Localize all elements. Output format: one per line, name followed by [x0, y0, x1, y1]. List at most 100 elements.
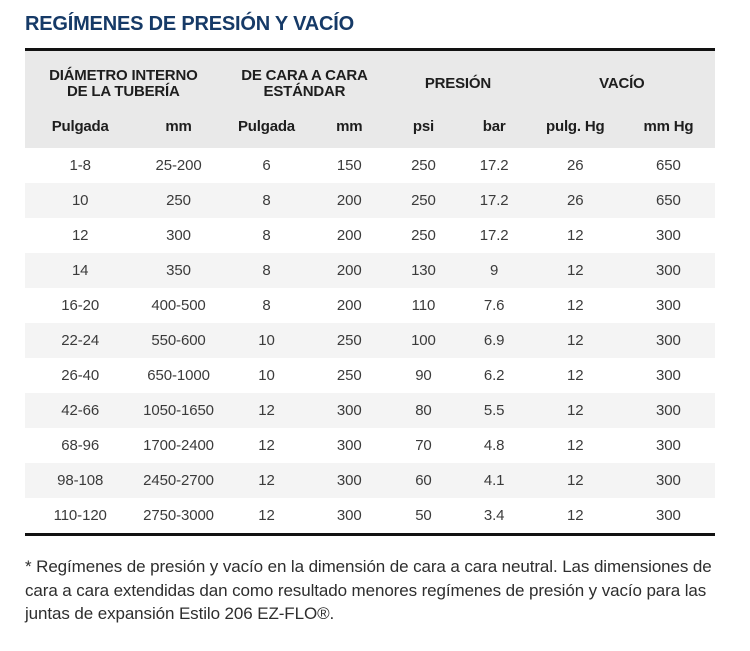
table-cell: 25-200 — [155, 157, 202, 174]
table-cell: 22-24 — [61, 332, 100, 349]
table-cell: 12 — [258, 507, 275, 524]
table-row: 42-66 1050-1650 12 300 80 5.5 12 300 — [25, 393, 715, 428]
table-cell: 200 — [336, 262, 362, 279]
table-cell: 150 — [336, 157, 362, 174]
table-cell: 110 — [411, 297, 436, 314]
table-cell: 7.6 — [483, 297, 505, 314]
table-cell: 6 — [262, 157, 271, 174]
table-cell: 300 — [656, 332, 681, 349]
table-cell: 300 — [336, 472, 362, 489]
table-cell: 12 — [566, 367, 584, 384]
table-cell: 12 — [258, 472, 275, 489]
table-cell: 8 — [262, 262, 271, 279]
table-cell: 70 — [415, 437, 432, 454]
table-cell: 2450-2700 — [143, 472, 214, 489]
table-row: 110-120 2750-3000 12 300 50 3.4 12 300 — [25, 498, 715, 535]
table-row: 68-96 1700-2400 12 300 70 4.8 12 300 — [25, 428, 715, 463]
table-cell: 300 — [336, 507, 362, 524]
group-header-line: DE CARA A CARA — [241, 67, 368, 84]
table-cell: 300 — [656, 227, 681, 244]
group-header-pipe-diameter: DIÁMETRO INTERNO DE LA TUBERÍA — [25, 49, 222, 100]
table-cell: 12 — [566, 507, 584, 524]
table-cell: 50 — [415, 507, 432, 524]
table-cell: 650-1000 — [147, 367, 210, 384]
group-header-vacuum: VACÍO — [528, 49, 715, 100]
group-header-row: DIÁMETRO INTERNO DE LA TUBERÍA DE CARA A… — [25, 49, 715, 100]
table-cell: 12 — [566, 472, 584, 489]
group-header-face-to-face: DE CARA A CARA ESTÁNDAR — [221, 49, 388, 100]
table-cell: 4.1 — [483, 472, 505, 489]
table-cell: 12 — [566, 332, 584, 349]
table-cell: 60 — [415, 472, 432, 489]
table-row: 26-40 650-1000 10 250 90 6.2 12 300 — [25, 358, 715, 393]
table-cell: 14 — [71, 262, 89, 279]
table-cell: 4.8 — [483, 437, 505, 454]
table-cell: 200 — [336, 192, 362, 209]
table-cell: 250 — [336, 367, 362, 384]
table-row: 14 350 8 200 130 9 12 300 — [25, 253, 715, 288]
group-header-line: DE LA TUBERÍA — [66, 83, 180, 100]
table-header: DIÁMETRO INTERNO DE LA TUBERÍA DE CARA A… — [25, 49, 715, 148]
table-cell: 8 — [262, 192, 271, 209]
catalog-page: REGÍMENES DE PRESIÓN Y VACÍO DIÁMETRO IN… — [25, 13, 715, 623]
table-cell: 17.2 — [479, 192, 509, 209]
table-cell: 250 — [411, 157, 436, 174]
table-row: 12 300 8 200 250 17.2 12 300 — [25, 218, 715, 253]
group-header-line: ESTÁNDAR — [263, 83, 346, 100]
table-cell: 300 — [166, 227, 191, 244]
subheader-mm-hg: mm Hg — [621, 100, 715, 148]
group-header-line: PRESIÓN — [424, 75, 491, 92]
table-cell: 10 — [258, 367, 275, 384]
subheader-pulgada-1: Pulgada — [25, 100, 136, 148]
table-row: 16-20 400-500 8 200 110 7.6 12 300 — [25, 288, 715, 323]
table-row: 22-24 550-600 10 250 100 6.9 12 300 — [25, 323, 715, 358]
table-cell: 12 — [566, 262, 584, 279]
table-cell: 550-600 — [151, 332, 206, 349]
table-cell: 10 — [258, 332, 275, 349]
table-cell: 17.2 — [479, 227, 509, 244]
table-cell: 6.2 — [483, 367, 505, 384]
page-title: REGÍMENES DE PRESIÓN Y VACÍO — [25, 13, 354, 35]
table-cell: 26-40 — [61, 367, 100, 384]
table-cell: 300 — [656, 437, 681, 454]
table-body: 1-8 25-200 6 150 250 17.2 26 650 10 250 8 200 250 17.… — [25, 148, 715, 535]
table-cell: 5.5 — [483, 402, 505, 419]
table-cell: 100 — [411, 332, 436, 349]
table-cell: 16-20 — [61, 297, 100, 314]
table-cell: 300 — [656, 297, 681, 314]
group-header-pressure: PRESIÓN — [387, 49, 529, 100]
table-cell: 12 — [566, 402, 584, 419]
subheader-mm-1: mm — [135, 100, 222, 148]
table-cell: 400-500 — [151, 297, 206, 314]
table-cell: 200 — [336, 227, 362, 244]
table-cell: 8 — [262, 297, 271, 314]
table-row: 10 250 8 200 250 17.2 26 650 — [25, 183, 715, 218]
table-row: 1-8 25-200 6 150 250 17.2 26 650 — [25, 148, 715, 183]
table-cell: 17.2 — [479, 157, 509, 174]
table-cell: 8 — [262, 227, 271, 244]
group-header-line: VACÍO — [599, 75, 645, 92]
sub-header-row: Pulgada mm Pulgada mm psi bar pulg. Hg m… — [25, 100, 715, 148]
table-cell: 300 — [656, 507, 681, 524]
table-cell: 12 — [71, 227, 89, 244]
subheader-mm-2: mm — [311, 100, 388, 148]
table-cell: 2750-3000 — [143, 507, 214, 524]
table-cell: 12 — [258, 437, 275, 454]
table-cell: 12 — [566, 437, 584, 454]
table-cell: 98-108 — [57, 472, 104, 489]
table-cell: 9 — [490, 262, 499, 279]
table-cell: 250 — [166, 192, 191, 209]
table-cell: 10 — [71, 192, 89, 209]
table-cell: 26 — [566, 157, 584, 174]
table-cell: 300 — [656, 472, 681, 489]
table-cell: 42-66 — [61, 402, 100, 419]
table-cell: 90 — [415, 367, 432, 384]
subheader-psi: psi — [387, 100, 460, 148]
table-cell: 300 — [656, 262, 681, 279]
table-cell: 250 — [411, 227, 436, 244]
table-cell: 300 — [336, 402, 362, 419]
pressure-vacuum-table: DIÁMETRO INTERNO DE LA TUBERÍA DE CARA A… — [25, 48, 715, 536]
table-cell: 110-120 — [53, 507, 107, 524]
subheader-pulgada-2: Pulgada — [221, 100, 312, 148]
table-cell: 3.4 — [483, 507, 505, 524]
